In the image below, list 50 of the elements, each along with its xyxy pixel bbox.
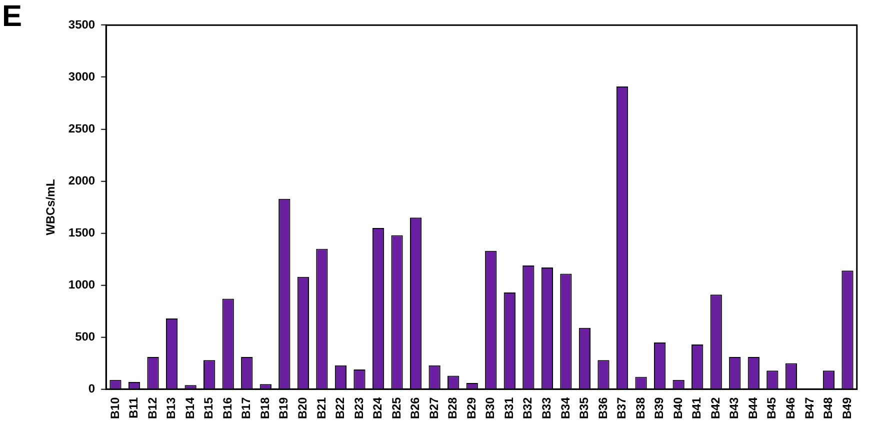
y-tick-label: 0 xyxy=(88,382,96,396)
x-tick-label: B17 xyxy=(239,396,254,420)
x-tick-label: B43 xyxy=(727,396,742,420)
y-tick-label: 3000 xyxy=(68,69,96,84)
y-tick-label: 2000 xyxy=(68,174,96,188)
x-tick-label: B25 xyxy=(389,396,404,420)
x-tick-label: B36 xyxy=(596,396,610,420)
y-tick-label: 500 xyxy=(75,330,96,344)
y-axis-title: WBCs/mL xyxy=(43,179,58,236)
x-tick-label: B41 xyxy=(690,396,704,420)
x-tick-label: B26 xyxy=(408,396,422,420)
x-tick-label: B18 xyxy=(258,396,272,420)
x-tick-label: B13 xyxy=(164,396,178,420)
x-tick-label: B14 xyxy=(182,396,197,420)
x-tick-label: B27 xyxy=(426,396,441,420)
y-tick-label: 3500 xyxy=(68,17,96,32)
y-tick-label: 1500 xyxy=(68,226,96,240)
x-tick-label: B22 xyxy=(332,396,348,420)
x-tick-label: B20 xyxy=(295,396,310,420)
x-tick-label: B47 xyxy=(802,396,816,420)
y-tick-label: 2500 xyxy=(68,121,96,136)
x-tick-label: B19 xyxy=(276,396,291,420)
x-tick-label: B42 xyxy=(708,396,722,420)
x-tick-label: B44 xyxy=(746,396,760,420)
x-tick-label: B48 xyxy=(820,396,836,420)
x-tick-label: B10 xyxy=(108,396,122,420)
x-tick-label: B11 xyxy=(126,396,141,418)
x-tick-label: B21 xyxy=(314,396,328,420)
x-tick-label: B40 xyxy=(670,396,685,420)
x-tick-label: B37 xyxy=(614,396,629,420)
x-tick-label: B29 xyxy=(464,396,478,420)
x-tick-label: B24 xyxy=(370,396,385,420)
x-tick-label: B39 xyxy=(652,396,666,420)
y-tick-label: 1000 xyxy=(68,278,96,292)
x-tick-label: B32 xyxy=(520,396,535,420)
x-tick-label: B35 xyxy=(576,396,592,420)
x-tick-label: B28 xyxy=(446,396,460,420)
x-tick-label: B30 xyxy=(483,396,498,420)
x-tick-label: B38 xyxy=(633,396,648,420)
x-tick-label: B33 xyxy=(539,396,554,420)
x-tick-label: B46 xyxy=(783,396,798,420)
x-tick-label: B49 xyxy=(840,396,854,420)
x-tick-label: B31 xyxy=(502,396,516,420)
x-tick-label: B45 xyxy=(764,396,779,420)
x-tick-label: B34 xyxy=(558,396,572,420)
x-tick-label: B15 xyxy=(202,396,216,420)
x-tick-label: B23 xyxy=(352,396,366,420)
x-tick-label: B16 xyxy=(220,396,234,420)
text: E xyxy=(2,0,22,34)
x-tick-label: B12 xyxy=(145,396,160,420)
